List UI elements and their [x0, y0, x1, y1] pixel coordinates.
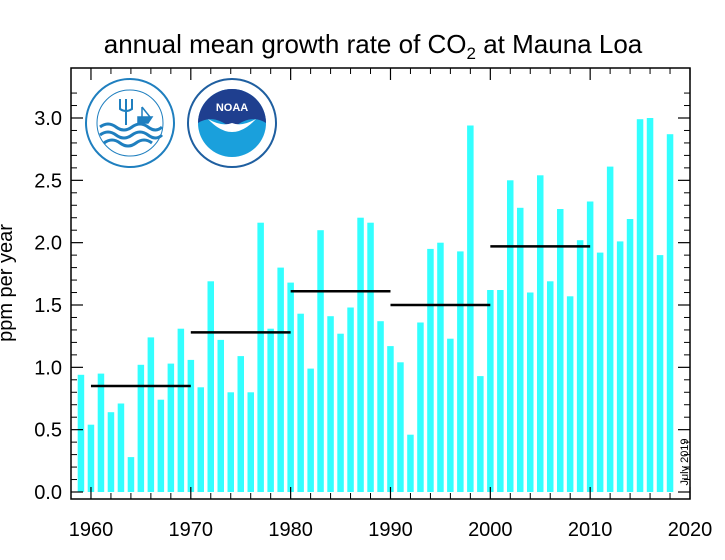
bar-1984 [327, 316, 334, 492]
bar-2001 [497, 290, 504, 492]
bar-2003 [517, 207, 524, 493]
bar-1959 [77, 374, 85, 492]
bar-2017 [656, 255, 664, 492]
bar-1972 [207, 281, 214, 492]
tick-labels-group: 1960 1970 1980 1990 2000 2010 2020 0.0 0.5 1.0 1.5… [34, 108, 712, 541]
bar-2018 [666, 134, 674, 492]
bar-1993 [417, 322, 424, 492]
y-tick-label-0.0: 0.0 [34, 482, 62, 504]
bar-1978 [267, 328, 274, 492]
chart-title: annual mean growth rate of CO2 at Mauna … [104, 29, 643, 63]
bar-1975 [237, 356, 244, 492]
x-tick-label-1960: 1960 [69, 519, 114, 541]
bar-2004 [527, 292, 534, 492]
bar-1962 [107, 412, 115, 492]
bar-2015 [636, 119, 644, 492]
x-tick-label-1970: 1970 [169, 519, 214, 541]
y-tick-label-2.0: 2.0 [34, 233, 62, 255]
bar-1998 [467, 125, 474, 492]
bar-2009 [576, 240, 584, 492]
x-tick-label-2020: 2020 [668, 519, 713, 541]
noaa-logo-mark: NOAA [216, 102, 248, 114]
x-tick-label-1980: 1980 [268, 519, 313, 541]
bar-1989 [377, 321, 384, 492]
x-tick-label-2000: 2000 [468, 519, 513, 541]
bar-1974 [227, 392, 234, 492]
bar-1977 [257, 222, 264, 492]
bars-group [77, 118, 674, 493]
bar-2000 [487, 290, 494, 492]
bar-2005 [537, 175, 544, 493]
y-tick-label-3.0: 3.0 [34, 108, 62, 130]
bar-1997 [457, 251, 464, 492]
bar-1976 [247, 392, 254, 492]
title-prefix: annual mean growth rate of CO [104, 29, 467, 59]
bar-1966 [147, 337, 155, 492]
plot-frame [70, 67, 691, 500]
bar-2014 [626, 219, 634, 492]
bar-1973 [217, 339, 224, 492]
x-tick-label-1990: 1990 [368, 519, 413, 541]
ticks-group [70, 68, 691, 499]
bar-1970 [187, 359, 195, 492]
bar-2010 [586, 201, 594, 492]
bar-1992 [407, 434, 414, 492]
bar-1964 [127, 457, 135, 492]
bar-1982 [307, 368, 314, 492]
bar-1963 [117, 403, 125, 492]
y-tick-label-0.5: 0.5 [34, 420, 62, 442]
bar-1969 [177, 328, 185, 492]
bar-1968 [167, 363, 175, 492]
bar-1996 [447, 338, 454, 492]
title-subscript: 2 [467, 44, 476, 63]
bar-1988 [367, 222, 374, 492]
x-tick-label-2010: 2010 [568, 519, 613, 541]
bar-1990 [387, 346, 394, 492]
bar-2007 [557, 209, 564, 492]
bar-1987 [357, 217, 364, 492]
y-tick-label-2.5: 2.5 [34, 170, 62, 192]
bar-2008 [566, 296, 574, 492]
bar-1971 [197, 387, 204, 492]
bar-2016 [646, 118, 654, 492]
title-suffix: at Mauna Loa [476, 29, 643, 59]
date-stamp: July 2019 [679, 438, 691, 485]
scripps-logo [85, 78, 175, 168]
bar-1995 [437, 242, 444, 492]
bar-1965 [137, 364, 145, 492]
y-tick-label-1.0: 1.0 [34, 357, 62, 379]
bar-2002 [507, 180, 514, 493]
bar-1994 [427, 248, 434, 492]
bar-1961 [97, 373, 105, 492]
bar-1986 [347, 307, 354, 492]
bar-1979 [277, 267, 284, 492]
y-axis-label: ppm per year [0, 224, 17, 342]
bar-1981 [297, 313, 304, 492]
bar-1999 [477, 376, 484, 492]
bar-2012 [606, 166, 614, 492]
decadal-means-group [90, 245, 591, 388]
bar-1983 [317, 230, 324, 492]
noaa-logo: NOAA [187, 78, 277, 168]
bar-2011 [596, 252, 604, 492]
y-tick-label-1.5: 1.5 [34, 295, 62, 317]
bar-2006 [547, 281, 554, 492]
bar-1991 [397, 362, 404, 492]
bar-1967 [157, 399, 165, 492]
bar-1960 [87, 424, 95, 492]
bar-1980 [287, 282, 294, 492]
bar-1985 [337, 333, 344, 492]
bar-2013 [616, 241, 624, 492]
